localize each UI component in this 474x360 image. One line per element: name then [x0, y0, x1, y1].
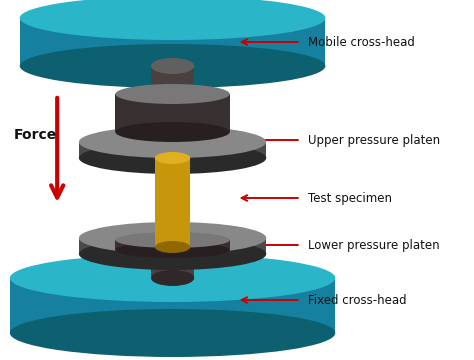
Ellipse shape [79, 126, 266, 158]
Text: Upper pressure platen: Upper pressure platen [308, 134, 440, 147]
Ellipse shape [115, 242, 230, 258]
Bar [151, 254, 194, 278]
Bar [79, 238, 266, 254]
Ellipse shape [151, 246, 194, 262]
Ellipse shape [151, 58, 194, 74]
Ellipse shape [10, 309, 335, 357]
Ellipse shape [151, 142, 194, 158]
Ellipse shape [151, 270, 194, 286]
Ellipse shape [115, 232, 230, 248]
Text: Fixed cross-head: Fixed cross-head [308, 293, 406, 306]
Text: Force: Force [14, 128, 57, 142]
Ellipse shape [79, 142, 266, 174]
Ellipse shape [79, 222, 266, 254]
Bar [115, 94, 230, 132]
Ellipse shape [155, 241, 191, 253]
Bar [10, 278, 335, 333]
Text: Test specimen: Test specimen [308, 192, 392, 204]
Bar [79, 142, 266, 158]
Ellipse shape [115, 122, 230, 142]
Bar [151, 66, 194, 150]
Ellipse shape [155, 152, 191, 164]
Bar [115, 240, 230, 250]
Bar [155, 158, 191, 247]
Ellipse shape [79, 238, 266, 270]
Ellipse shape [20, 44, 326, 88]
Ellipse shape [10, 254, 335, 302]
Bar [20, 18, 326, 66]
Ellipse shape [115, 84, 230, 104]
Ellipse shape [20, 0, 326, 40]
Text: Mobile cross-head: Mobile cross-head [308, 36, 415, 49]
Text: Lower pressure platen: Lower pressure platen [308, 239, 439, 252]
